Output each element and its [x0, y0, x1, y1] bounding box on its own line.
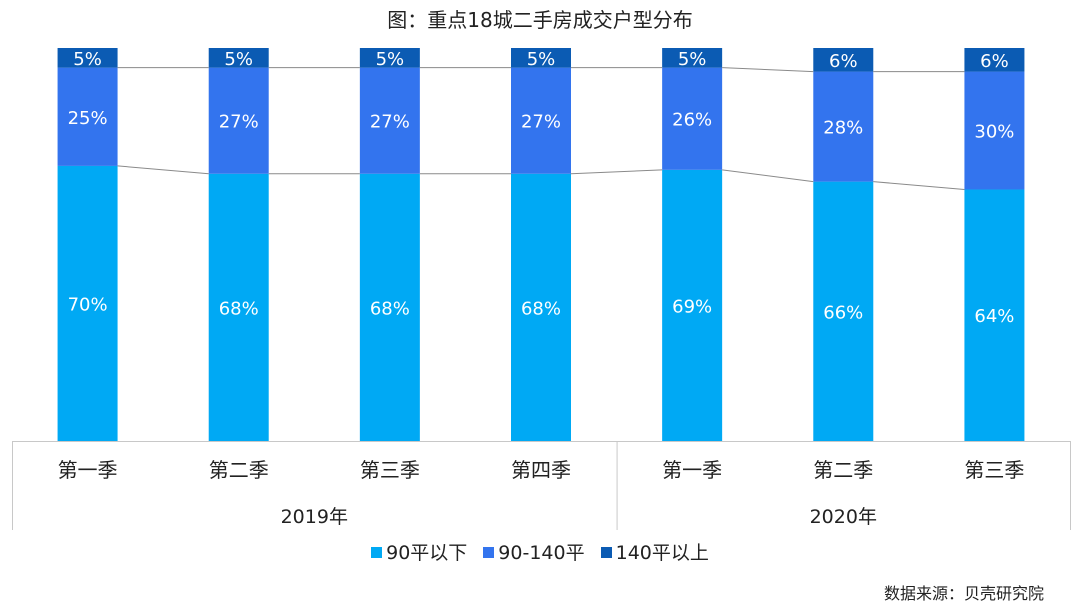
legend-item: 140平以上 [600, 538, 709, 565]
bar-segment [813, 48, 874, 72]
bar-segment [511, 48, 571, 68]
bars-layer [57, 48, 1025, 441]
bar-segment [964, 189, 1025, 441]
data-label: 27% [219, 112, 259, 133]
data-label: 27% [370, 112, 410, 133]
data-label: 5% [527, 49, 556, 70]
bar-segment [662, 169, 723, 441]
bar-segment [511, 67, 571, 174]
x-tick-label: 第一季 [662, 458, 722, 482]
legend-item: 90平以下 [371, 538, 467, 565]
data-label: 30% [974, 122, 1014, 143]
series-connector-line [722, 169, 814, 183]
data-label: 66% [823, 302, 863, 323]
stacked-bar-chart: 70% 25% 5% 68% 27% 5% 68% 27% 5% 68% 27% 5% 69% 26% 5%… [12, 48, 1071, 530]
bar-segment [964, 71, 1025, 190]
data-label: 5% [73, 49, 102, 70]
data-label: 5% [376, 49, 405, 70]
data-label: 68% [521, 298, 561, 319]
bar-segment [208, 67, 269, 174]
x-tick-label: 第三季 [360, 458, 420, 482]
bar-segment [662, 67, 723, 170]
bar-segment [208, 173, 269, 441]
bar-segment [359, 48, 420, 68]
bar-segment [662, 48, 723, 68]
bar-segment [511, 173, 571, 441]
bar-segment [208, 48, 269, 68]
data-label: 25% [68, 108, 108, 129]
data-label: 68% [219, 298, 259, 319]
x-tick-label: 第四季 [511, 458, 571, 482]
source-note: 数据来源：贝壳研究院 [883, 584, 1044, 603]
data-label: 26% [672, 110, 712, 131]
data-label: 6% [829, 51, 858, 72]
x-group-label: 2019年 [281, 506, 348, 528]
bar-segment [813, 71, 874, 182]
data-label: 70% [68, 294, 108, 315]
legend-swatch-icon [371, 547, 383, 558]
category-axis: 第一季 第二季 第三季 第四季 第一季 第二季 第三季 2019年 2020年 [12, 441, 1071, 530]
bar-segment [359, 67, 420, 174]
bar-segment [57, 165, 118, 441]
series-connector-line [873, 181, 965, 190]
series-connector-line [722, 67, 814, 73]
data-label: 6% [980, 51, 1009, 72]
legend-swatch-icon [600, 547, 612, 558]
x-tick-label: 第二季 [209, 458, 269, 482]
x-tick-label: 第三季 [964, 458, 1024, 482]
chart-title: 图：重点18城二手房成交户型分布 [387, 8, 693, 32]
data-label: 5% [224, 49, 253, 70]
legend-label: 90平以下 [386, 542, 468, 564]
data-label: 5% [678, 49, 707, 70]
legend-item: 90-140平 [483, 538, 585, 565]
data-label: 27% [521, 112, 561, 133]
bar-segment [813, 181, 874, 441]
legend-label: 140平以上 [615, 542, 709, 564]
bar-segment [964, 48, 1025, 72]
x-tick-label: 第二季 [813, 458, 873, 482]
legend-label: 90-140平 [498, 542, 585, 564]
series-connector-line [570, 169, 663, 175]
legend: 90平以下 90-140平 140平以上 [0, 538, 1080, 565]
legend-swatch-icon [483, 547, 495, 558]
data-label: 28% [823, 118, 863, 139]
series-connector-lines [117, 67, 965, 190]
series-connector-line [117, 165, 209, 175]
bar-segment [57, 67, 118, 166]
data-label: 64% [974, 306, 1014, 327]
data-label: 69% [672, 296, 712, 317]
data-labels: 70% 25% 5% 68% 27% 5% 68% 27% 5% 68% 27% 5% 69% 26% 5%… [68, 49, 1015, 327]
bar-segment [359, 173, 420, 441]
bar-segment [57, 48, 118, 68]
x-tick-label: 第一季 [58, 458, 118, 482]
data-label: 68% [370, 298, 410, 319]
x-group-label: 2020年 [810, 506, 877, 528]
